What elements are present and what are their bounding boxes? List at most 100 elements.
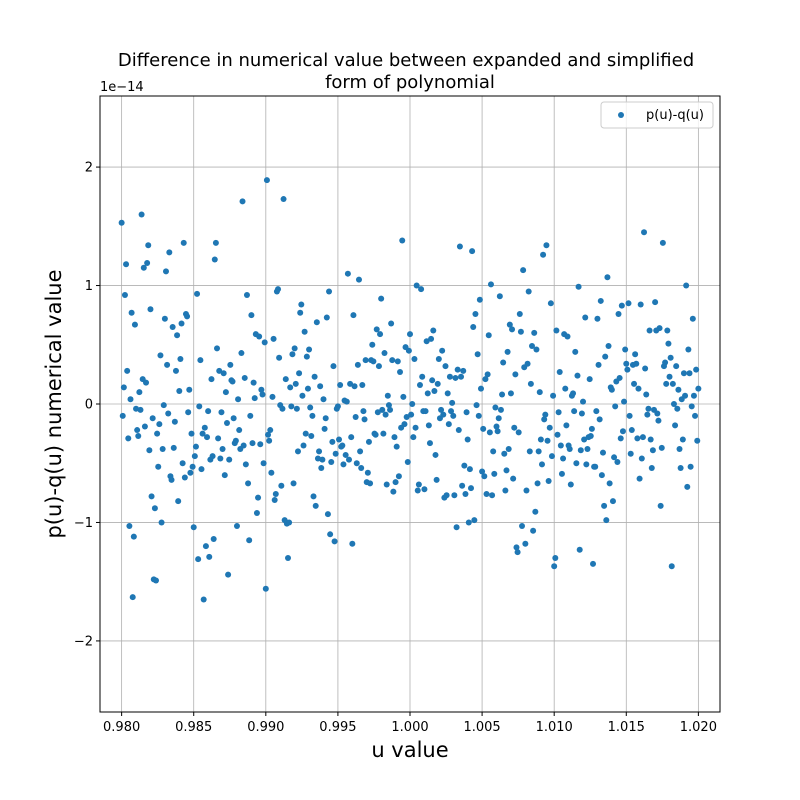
data-point bbox=[578, 410, 585, 417]
data-point bbox=[476, 296, 483, 303]
data-point bbox=[530, 527, 537, 534]
data-point bbox=[493, 423, 500, 430]
data-point bbox=[323, 314, 330, 321]
data-point bbox=[433, 476, 440, 483]
data-point bbox=[571, 408, 578, 415]
data-point bbox=[151, 505, 158, 512]
data-point bbox=[230, 415, 237, 422]
chart-title-line-1: Difference in numerical value between ex… bbox=[118, 50, 694, 71]
data-point bbox=[393, 443, 400, 450]
data-point bbox=[443, 492, 450, 499]
data-point bbox=[378, 295, 385, 302]
data-point bbox=[635, 385, 642, 392]
data-point bbox=[480, 425, 487, 432]
data-point bbox=[302, 430, 309, 437]
data-point bbox=[515, 429, 522, 436]
data-point bbox=[562, 385, 569, 392]
data-point bbox=[626, 412, 633, 419]
data-point bbox=[192, 443, 199, 450]
data-point bbox=[143, 379, 150, 386]
data-point bbox=[501, 450, 508, 457]
grid-lines bbox=[100, 96, 720, 712]
data-point bbox=[394, 358, 401, 365]
data-point bbox=[675, 386, 682, 393]
data-point bbox=[250, 379, 257, 386]
data-point bbox=[642, 365, 649, 372]
data-point bbox=[385, 402, 392, 409]
data-point bbox=[522, 540, 529, 547]
data-point bbox=[460, 367, 467, 374]
data-point bbox=[387, 406, 394, 413]
y-tick-label: 0 bbox=[85, 398, 93, 413]
data-point bbox=[532, 508, 539, 515]
data-point bbox=[545, 478, 552, 484]
data-point bbox=[622, 346, 629, 353]
data-point bbox=[606, 480, 613, 487]
data-point bbox=[435, 355, 442, 362]
data-point bbox=[296, 370, 303, 377]
data-point bbox=[558, 470, 565, 477]
data-point bbox=[669, 380, 676, 387]
data-point bbox=[674, 405, 681, 412]
data-point bbox=[271, 496, 278, 503]
data-point bbox=[199, 430, 206, 437]
data-point bbox=[523, 487, 530, 494]
data-point bbox=[482, 376, 489, 383]
data-point bbox=[187, 469, 194, 476]
data-point bbox=[477, 385, 484, 392]
data-point bbox=[319, 456, 326, 463]
data-point bbox=[628, 427, 635, 434]
data-point bbox=[520, 267, 527, 274]
data-point bbox=[287, 384, 294, 391]
data-point bbox=[188, 430, 195, 437]
data-point bbox=[175, 498, 182, 505]
data-point bbox=[384, 392, 391, 399]
data-point bbox=[428, 335, 435, 342]
data-point bbox=[667, 354, 674, 361]
data-point bbox=[370, 358, 377, 365]
data-point bbox=[631, 380, 638, 387]
data-point bbox=[453, 524, 460, 531]
data-point bbox=[377, 331, 384, 338]
data-point bbox=[474, 351, 481, 358]
data-point bbox=[226, 456, 233, 463]
data-point bbox=[324, 511, 331, 518]
data-point bbox=[590, 560, 597, 567]
data-point bbox=[677, 464, 684, 471]
data-point bbox=[279, 405, 286, 412]
data-point bbox=[157, 352, 164, 359]
data-point bbox=[664, 327, 671, 334]
data-point bbox=[276, 354, 283, 361]
data-point bbox=[329, 438, 336, 445]
data-point bbox=[289, 351, 296, 358]
data-point bbox=[307, 404, 314, 411]
data-point bbox=[580, 398, 587, 405]
data-point bbox=[489, 492, 496, 499]
data-point bbox=[463, 409, 470, 416]
data-point bbox=[424, 390, 431, 397]
data-point bbox=[217, 455, 224, 462]
data-point bbox=[684, 483, 691, 490]
data-point bbox=[332, 450, 339, 457]
data-point bbox=[383, 481, 390, 488]
data-point bbox=[180, 239, 187, 246]
data-point bbox=[372, 431, 379, 438]
data-point bbox=[208, 376, 215, 383]
data-point bbox=[573, 460, 580, 467]
data-point bbox=[665, 340, 672, 347]
data-point bbox=[485, 332, 492, 339]
data-point bbox=[160, 402, 167, 409]
data-point bbox=[434, 380, 441, 387]
data-point bbox=[588, 425, 595, 432]
data-point bbox=[670, 401, 677, 407]
data-point bbox=[608, 386, 615, 393]
x-tick-label: 1.000 bbox=[391, 720, 428, 735]
data-point bbox=[511, 424, 518, 431]
data-point bbox=[449, 399, 456, 406]
data-point bbox=[645, 405, 652, 412]
data-point bbox=[504, 348, 511, 355]
data-point bbox=[125, 435, 132, 442]
data-point bbox=[632, 351, 639, 358]
data-point bbox=[533, 346, 540, 353]
x-tick-label: 0.985 bbox=[175, 720, 212, 735]
